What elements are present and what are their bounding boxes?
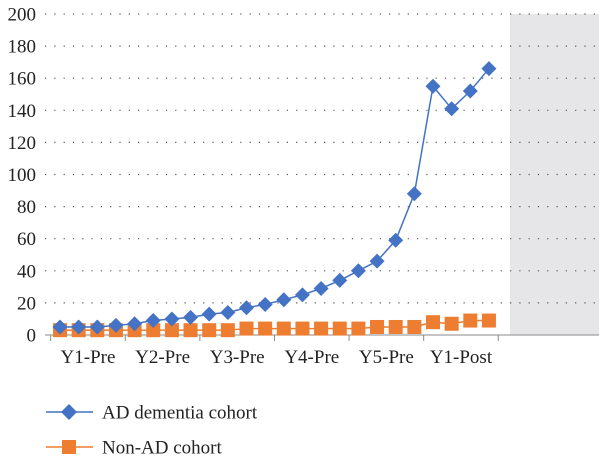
data-point-diamond bbox=[313, 280, 329, 296]
data-point-square bbox=[239, 321, 254, 336]
data-point-square bbox=[407, 319, 422, 334]
data-point-diamond bbox=[425, 78, 441, 94]
data-point-square bbox=[183, 323, 198, 338]
data-point-diamond bbox=[369, 253, 385, 269]
data-point-square bbox=[370, 319, 385, 334]
y-tick-label: 100 bbox=[8, 165, 37, 186]
data-point-square bbox=[314, 321, 329, 336]
y-tick-label: 160 bbox=[8, 69, 37, 90]
data-point-square bbox=[295, 321, 310, 336]
data-point-square bbox=[351, 321, 366, 336]
legend-label: AD dementia cohort bbox=[102, 403, 258, 424]
data-point-square bbox=[463, 313, 478, 328]
data-point-square bbox=[388, 319, 403, 334]
data-point-square bbox=[444, 316, 459, 331]
data-point-square bbox=[220, 323, 235, 338]
data-point-diamond bbox=[481, 61, 497, 77]
y-tick-label: 200 bbox=[8, 5, 37, 26]
x-tick-label: Y1-Post bbox=[430, 347, 493, 368]
data-point-diamond bbox=[276, 292, 292, 308]
data-point-diamond bbox=[183, 309, 199, 325]
data-point-square bbox=[258, 321, 273, 336]
data-point-diamond bbox=[444, 101, 460, 117]
data-point-diamond bbox=[332, 272, 348, 288]
legend-marker-square bbox=[62, 440, 76, 454]
data-point-square bbox=[202, 323, 217, 338]
data-point-diamond bbox=[462, 83, 478, 99]
x-axis: Y1-Pre Y2-Pre Y3-Pre Y4-Pre Y5-Pre Y1-Post bbox=[50, 335, 499, 368]
data-point-square bbox=[481, 313, 496, 328]
x-tick-label: Y1-Pre bbox=[61, 347, 116, 368]
data-point-diamond bbox=[145, 313, 161, 329]
data-point-diamond bbox=[89, 319, 105, 335]
y-tick-label: 40 bbox=[17, 261, 36, 282]
data-point-square bbox=[426, 315, 440, 330]
series-line bbox=[60, 68, 490, 328]
legend-marker-diamond bbox=[61, 404, 77, 420]
data-point-diamond bbox=[127, 316, 143, 332]
x-tick-label: Y5-Pre bbox=[359, 347, 414, 368]
x-tick-label: Y3-Pre bbox=[210, 347, 265, 368]
data-point-diamond bbox=[201, 306, 217, 322]
x-tick-label: Y4-Pre bbox=[284, 347, 339, 368]
y-axis: 0 20 40 60 80 100 120 140 160 180 200 bbox=[8, 5, 37, 347]
data-point-diamond bbox=[164, 311, 180, 327]
data-point-diamond bbox=[350, 263, 366, 279]
data-point-square bbox=[146, 323, 161, 338]
data-point-diamond bbox=[220, 305, 236, 321]
data-point-diamond bbox=[294, 287, 310, 303]
y-tick-label: 80 bbox=[17, 197, 36, 218]
data-point-diamond bbox=[108, 317, 124, 333]
y-tick-label: 140 bbox=[8, 101, 37, 122]
data-point-diamond bbox=[239, 300, 254, 316]
y-tick-label: 0 bbox=[27, 326, 37, 347]
y-tick-label: 120 bbox=[8, 133, 37, 154]
data-point-square bbox=[276, 321, 291, 336]
series-group bbox=[52, 61, 497, 338]
data-point-diamond bbox=[406, 186, 422, 202]
legend: AD dementia cohort Non-AD cohort bbox=[46, 403, 258, 459]
x-tick-label: Y2-Pre bbox=[135, 347, 190, 368]
data-point-diamond bbox=[257, 297, 273, 313]
data-point-square bbox=[164, 323, 179, 338]
data-point-square bbox=[332, 321, 347, 336]
data-point-diamond bbox=[52, 319, 68, 335]
data-point-diamond bbox=[71, 319, 87, 335]
post-period-shading bbox=[510, 14, 599, 335]
y-tick-label: 20 bbox=[17, 293, 36, 314]
y-tick-label: 60 bbox=[17, 229, 36, 250]
legend-label: Non-AD cohort bbox=[102, 438, 223, 459]
y-tick-label: 180 bbox=[8, 37, 37, 58]
data-point-diamond bbox=[388, 232, 404, 248]
